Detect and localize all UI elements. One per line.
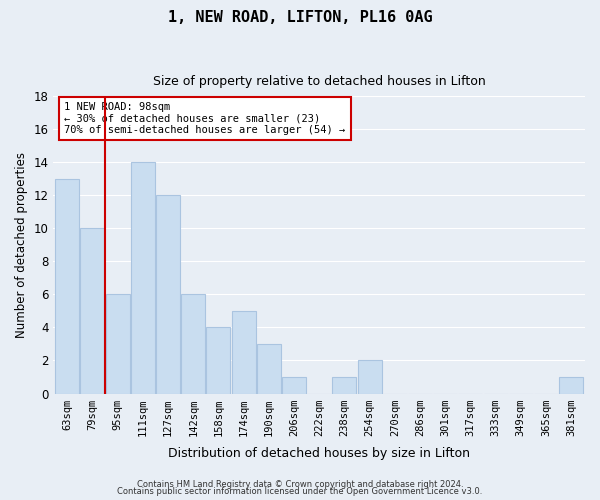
Y-axis label: Number of detached properties: Number of detached properties [15, 152, 28, 338]
Bar [332, 377, 356, 394]
Bar [257, 344, 281, 394]
Bar [181, 294, 205, 394]
Bar [232, 311, 256, 394]
Text: 1 NEW ROAD: 98sqm
← 30% of detached houses are smaller (23)
70% of semi-detached: 1 NEW ROAD: 98sqm ← 30% of detached hous… [64, 102, 345, 136]
Bar [559, 377, 583, 394]
Bar [131, 162, 155, 394]
Bar [358, 360, 382, 394]
Bar [55, 178, 79, 394]
Text: Contains HM Land Registry data © Crown copyright and database right 2024.: Contains HM Land Registry data © Crown c… [137, 480, 463, 489]
Bar [282, 377, 306, 394]
Text: 1, NEW ROAD, LIFTON, PL16 0AG: 1, NEW ROAD, LIFTON, PL16 0AG [167, 10, 433, 25]
Text: Contains public sector information licensed under the Open Government Licence v3: Contains public sector information licen… [118, 488, 482, 496]
X-axis label: Distribution of detached houses by size in Lifton: Distribution of detached houses by size … [168, 447, 470, 460]
Bar [80, 228, 104, 394]
Bar [206, 328, 230, 394]
Bar [106, 294, 130, 394]
Title: Size of property relative to detached houses in Lifton: Size of property relative to detached ho… [153, 75, 485, 88]
Bar [156, 195, 180, 394]
